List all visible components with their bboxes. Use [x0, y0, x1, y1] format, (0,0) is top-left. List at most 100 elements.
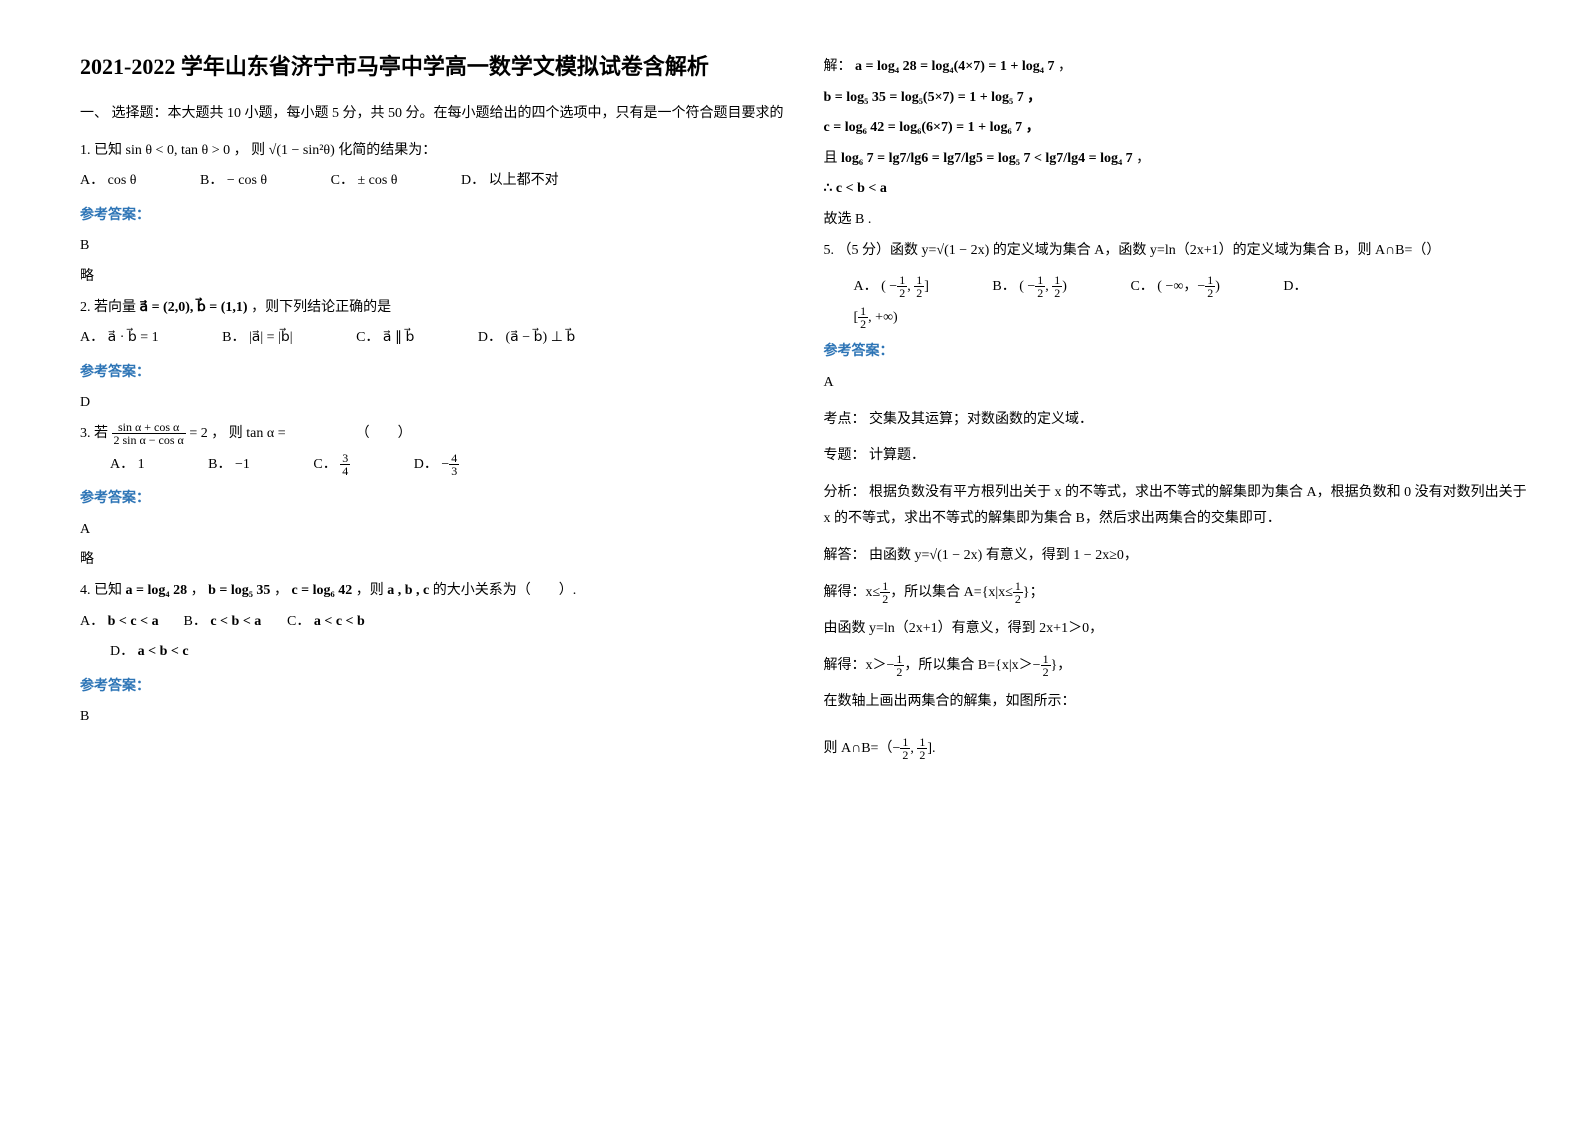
text: 3. 若	[80, 426, 108, 441]
den: 2 sin α − cos α	[112, 434, 186, 446]
math-c: c = log₆ 42	[291, 583, 352, 598]
q5-jd3: 由函数 y=ln（2x+1）有意义，得到 2x+1＞0，	[824, 616, 1528, 643]
q1-answer: B	[80, 233, 784, 260]
label: A．	[80, 330, 104, 345]
fraction: 12	[894, 653, 904, 678]
q3-note: 略	[80, 547, 784, 574]
label: C．	[1130, 279, 1153, 294]
sol4-l3: c = log₆ 42 = log₆(6×7) = 1 + log₆ 7 ，	[824, 115, 1528, 142]
fraction: 12	[1013, 580, 1023, 605]
q5-jd1: 解答： 由函数 y=√(1 − 2x) 有意义，得到 1 − 2x≥0，	[824, 543, 1528, 570]
q5-kd: 考点： 交集及其运算；对数函数的定义域．	[824, 407, 1528, 434]
val: 1	[138, 457, 145, 472]
text: ].	[927, 741, 935, 756]
doc-title: 2021-2022 学年山东省济宁市马亭中学高一数学文模拟试卷含解析	[80, 50, 784, 83]
text: 解得：x＞−	[824, 658, 895, 673]
label: B．	[222, 330, 245, 345]
label: 且	[824, 151, 838, 166]
den: 3	[449, 465, 459, 477]
label: A．	[80, 173, 104, 188]
label: C．	[331, 173, 354, 188]
math: y=√(1 − 2x)	[922, 243, 990, 258]
val: a⃗ · b⃗ = 1	[108, 330, 159, 345]
label: 分析：	[824, 485, 866, 500]
q5-jd6: 则 A∩B=（−12, 12].	[824, 736, 1528, 763]
math: √(1 − sin²θ)	[269, 143, 335, 158]
q4-stem: 4. 已知 a = log₄ 28 ， b = log₅ 35 ， c = lo…	[80, 578, 784, 605]
q5-stem: 5. （5 分）函数 y=√(1 − 2x) 的定义域为集合 A，函数 y=ln…	[824, 238, 1528, 265]
fraction: 12	[900, 736, 910, 761]
text: 根据负数没有平方根列出关于 x 的不等式，求出不等式的解集即为集合 A，根据负数…	[824, 485, 1527, 527]
val: − cos θ	[227, 173, 267, 188]
label: B．	[184, 614, 207, 629]
math: log₆ 7 = lg7/lg6 = lg7/lg5 = log₅ 7 < lg…	[841, 151, 1133, 166]
fraction: sin α + cos α 2 sin α − cos α	[112, 421, 186, 446]
text: ,	[910, 741, 917, 756]
sol4-l4: 且 log₆ 7 = lg7/lg6 = lg7/lg5 = log₅ 7 < …	[824, 146, 1528, 173]
text: 由函数	[869, 548, 911, 563]
neg: −	[441, 457, 449, 472]
answer-label: 参考答案：	[80, 674, 784, 701]
text: 2. 若向量	[80, 300, 136, 315]
text: = 2 ， 则	[189, 426, 242, 441]
right-column: 解： a = log₄ 28 = log₄(4×7) = 1 + log₄ 7 …	[804, 50, 1548, 1092]
text: )	[1215, 279, 1220, 294]
opt-d: D． (a⃗ − b⃗) ⊥ b⃗	[478, 330, 575, 345]
math: a = log₄ 28 = log₄(4×7) = 1 + log₄ 7	[855, 59, 1054, 74]
math: sin θ < 0, tan θ > 0	[126, 143, 231, 158]
val: |a⃗| = |b⃗|	[249, 330, 293, 345]
label: 解答：	[824, 548, 866, 563]
text: ,	[907, 279, 914, 294]
fraction: 12	[1052, 274, 1062, 299]
val: c < b < a	[210, 614, 261, 629]
math: a⃗ = (2,0), b⃗ = (1,1)	[140, 300, 248, 315]
opt-a: A． 1	[110, 452, 145, 479]
label: D．	[478, 330, 502, 345]
math-a: a = log₄ 28	[126, 583, 188, 598]
opt-b: B． |a⃗| = |b⃗|	[222, 325, 292, 352]
math: y=√(1 − 2x)	[915, 548, 983, 563]
text: ， 则	[234, 143, 266, 158]
fraction: 43	[449, 452, 459, 477]
fraction: 12	[858, 305, 868, 330]
answer-label: 参考答案：	[80, 203, 784, 230]
fraction: 12	[880, 580, 890, 605]
text: ，所以集合 B={x|x＞−	[904, 658, 1040, 673]
num: 3	[340, 452, 350, 465]
text: ，所以集合 A={x|x≤	[890, 585, 1013, 600]
sqrt-expr: √(1 − sin²θ)	[269, 143, 335, 158]
q2-answer: D	[80, 390, 784, 417]
den: 2	[914, 287, 924, 299]
opt-b: B． ( −12, 12)	[992, 274, 1067, 301]
opt-c: C． a < c < b	[287, 609, 387, 636]
den: 2	[1052, 287, 1062, 299]
den: 2	[880, 593, 890, 605]
opt-d: D． −43	[414, 457, 460, 472]
den: 2	[1035, 287, 1045, 299]
opt-a: A． b < c < a	[80, 609, 180, 636]
text: ，则	[356, 583, 384, 598]
text: }；	[1023, 585, 1044, 600]
q5-options-row1: A． ( −12, 12] B． ( −12, 12) C． ( −∞，−12)…	[824, 274, 1528, 301]
text: 1. 已知	[80, 143, 122, 158]
q5-answer: A	[824, 370, 1528, 397]
sol4-l2: b = log₅ 35 = log₅(5×7) = 1 + log₅ 7 ，	[824, 85, 1528, 112]
text: 有意义，得到 1 − 2x≥0，	[986, 548, 1138, 563]
q5-fx: 分析： 根据负数没有平方根列出关于 x 的不等式，求出不等式的解集即为集合 A，…	[824, 480, 1528, 533]
text: , +∞)	[868, 310, 898, 325]
text: ，则下列结论正确的是	[251, 300, 391, 315]
text: 4. 已知	[80, 583, 122, 598]
opt-d: D． 以上都不对	[461, 173, 559, 188]
den: 2	[858, 318, 868, 330]
opt-c: C． 34	[313, 452, 350, 479]
text: ( −	[1019, 279, 1035, 294]
val: 以上都不对	[489, 173, 559, 188]
text: }，	[1051, 658, 1072, 673]
text: 故选 B .	[824, 212, 872, 227]
q1-note: 略	[80, 264, 784, 291]
val: b < c < a	[108, 614, 159, 629]
q5-options-row2: [12, +∞)	[824, 305, 1528, 332]
val: (a⃗ − b⃗) ⊥ b⃗	[506, 330, 576, 345]
opt-d-label: D．	[1283, 279, 1307, 294]
q5-jd2: 解得：x≤12，所以集合 A={x|x≤12}；	[824, 580, 1528, 607]
